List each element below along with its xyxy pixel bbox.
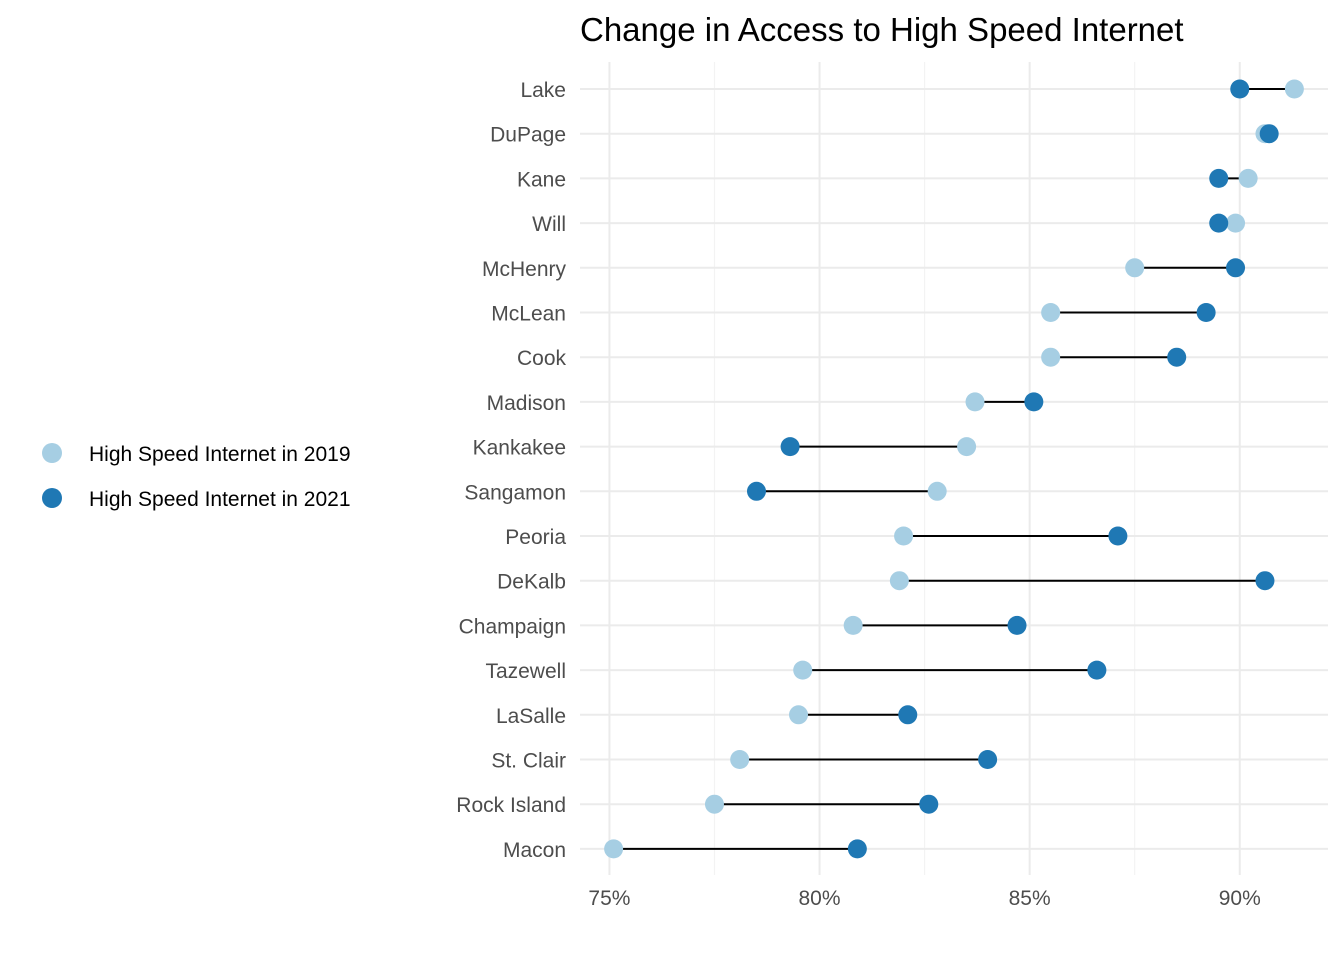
x-tick-label: 75%: [588, 887, 630, 910]
point-2021: [919, 794, 939, 814]
category-label: Sangamon: [464, 481, 566, 504]
category-label: Lake: [520, 79, 566, 102]
point-2021: [1209, 213, 1229, 233]
point-2019: [604, 839, 624, 859]
x-tick-label: 90%: [1219, 887, 1261, 910]
category-label: Will: [532, 213, 566, 236]
point-2021: [1167, 347, 1187, 367]
legend-marker-2021: [42, 488, 62, 508]
legend-label-2021: High Speed Internet in 2021: [89, 488, 351, 511]
category-labels: Lake DuPage Kane Will McHenry McLean Cook Madis…: [456, 79, 566, 862]
point-2021: [1209, 168, 1229, 188]
category-label: DuPage: [490, 124, 566, 147]
point-2019: [1284, 79, 1304, 99]
chart-title: Change in Access to High Speed Internet: [580, 11, 1184, 48]
point-2019: [843, 615, 863, 635]
point-2019: [789, 705, 809, 725]
point-2021: [978, 750, 998, 769]
category-label: Peoria: [505, 526, 566, 549]
point-2019: [965, 392, 985, 412]
point-2019: [957, 437, 977, 457]
point-2021: [1108, 526, 1128, 546]
category-label: DeKalb: [497, 571, 566, 594]
point-2019: [1226, 213, 1246, 233]
point-2021: [1196, 303, 1216, 322]
point-2021: [746, 481, 766, 501]
point-2019: [894, 526, 914, 546]
point-2021: [1259, 124, 1279, 144]
point-2021: [1024, 392, 1044, 412]
point-2019: [1041, 303, 1061, 322]
point-2019: [1125, 258, 1145, 278]
category-label: McHenry: [482, 258, 567, 281]
category-label: LaSalle: [496, 705, 566, 728]
category-label: Cook: [517, 347, 567, 370]
point-2021: [847, 839, 867, 859]
point-2021: [1230, 79, 1250, 99]
point-2021: [1255, 571, 1275, 591]
category-label: Champaign: [459, 615, 566, 638]
point-2019: [793, 660, 813, 680]
point-2019: [704, 794, 724, 814]
point-2019: [889, 571, 909, 591]
point-2021: [1007, 615, 1027, 635]
data-points: [604, 79, 1304, 859]
category-label: McLean: [491, 303, 566, 326]
category-label: Rock Island: [456, 794, 566, 817]
legend-marker-2019: [42, 443, 62, 463]
legend: High Speed Internet in 2019 High Speed I…: [42, 443, 351, 511]
category-label: Tazewell: [485, 660, 566, 683]
dumbbell-segments: [613, 88, 1295, 850]
point-2019: [730, 750, 750, 769]
point-2019: [1238, 168, 1258, 188]
category-label: Macon: [503, 839, 566, 862]
x-axis-tick-labels: 75% 80% 85% 90%: [588, 887, 1260, 910]
point-2019: [1041, 347, 1061, 367]
category-label: Kane: [517, 168, 566, 191]
legend-label-2019: High Speed Internet in 2019: [89, 443, 351, 466]
point-2021: [780, 437, 800, 457]
category-label: St. Clair: [491, 750, 566, 773]
category-label: Kankakee: [473, 437, 566, 460]
point-2021: [898, 705, 918, 725]
x-tick-label: 80%: [799, 887, 841, 910]
point-2021: [1087, 660, 1107, 680]
x-tick-label: 85%: [1009, 887, 1051, 910]
category-label: Madison: [487, 392, 566, 415]
point-2019: [927, 481, 947, 501]
point-2021: [1226, 258, 1246, 278]
